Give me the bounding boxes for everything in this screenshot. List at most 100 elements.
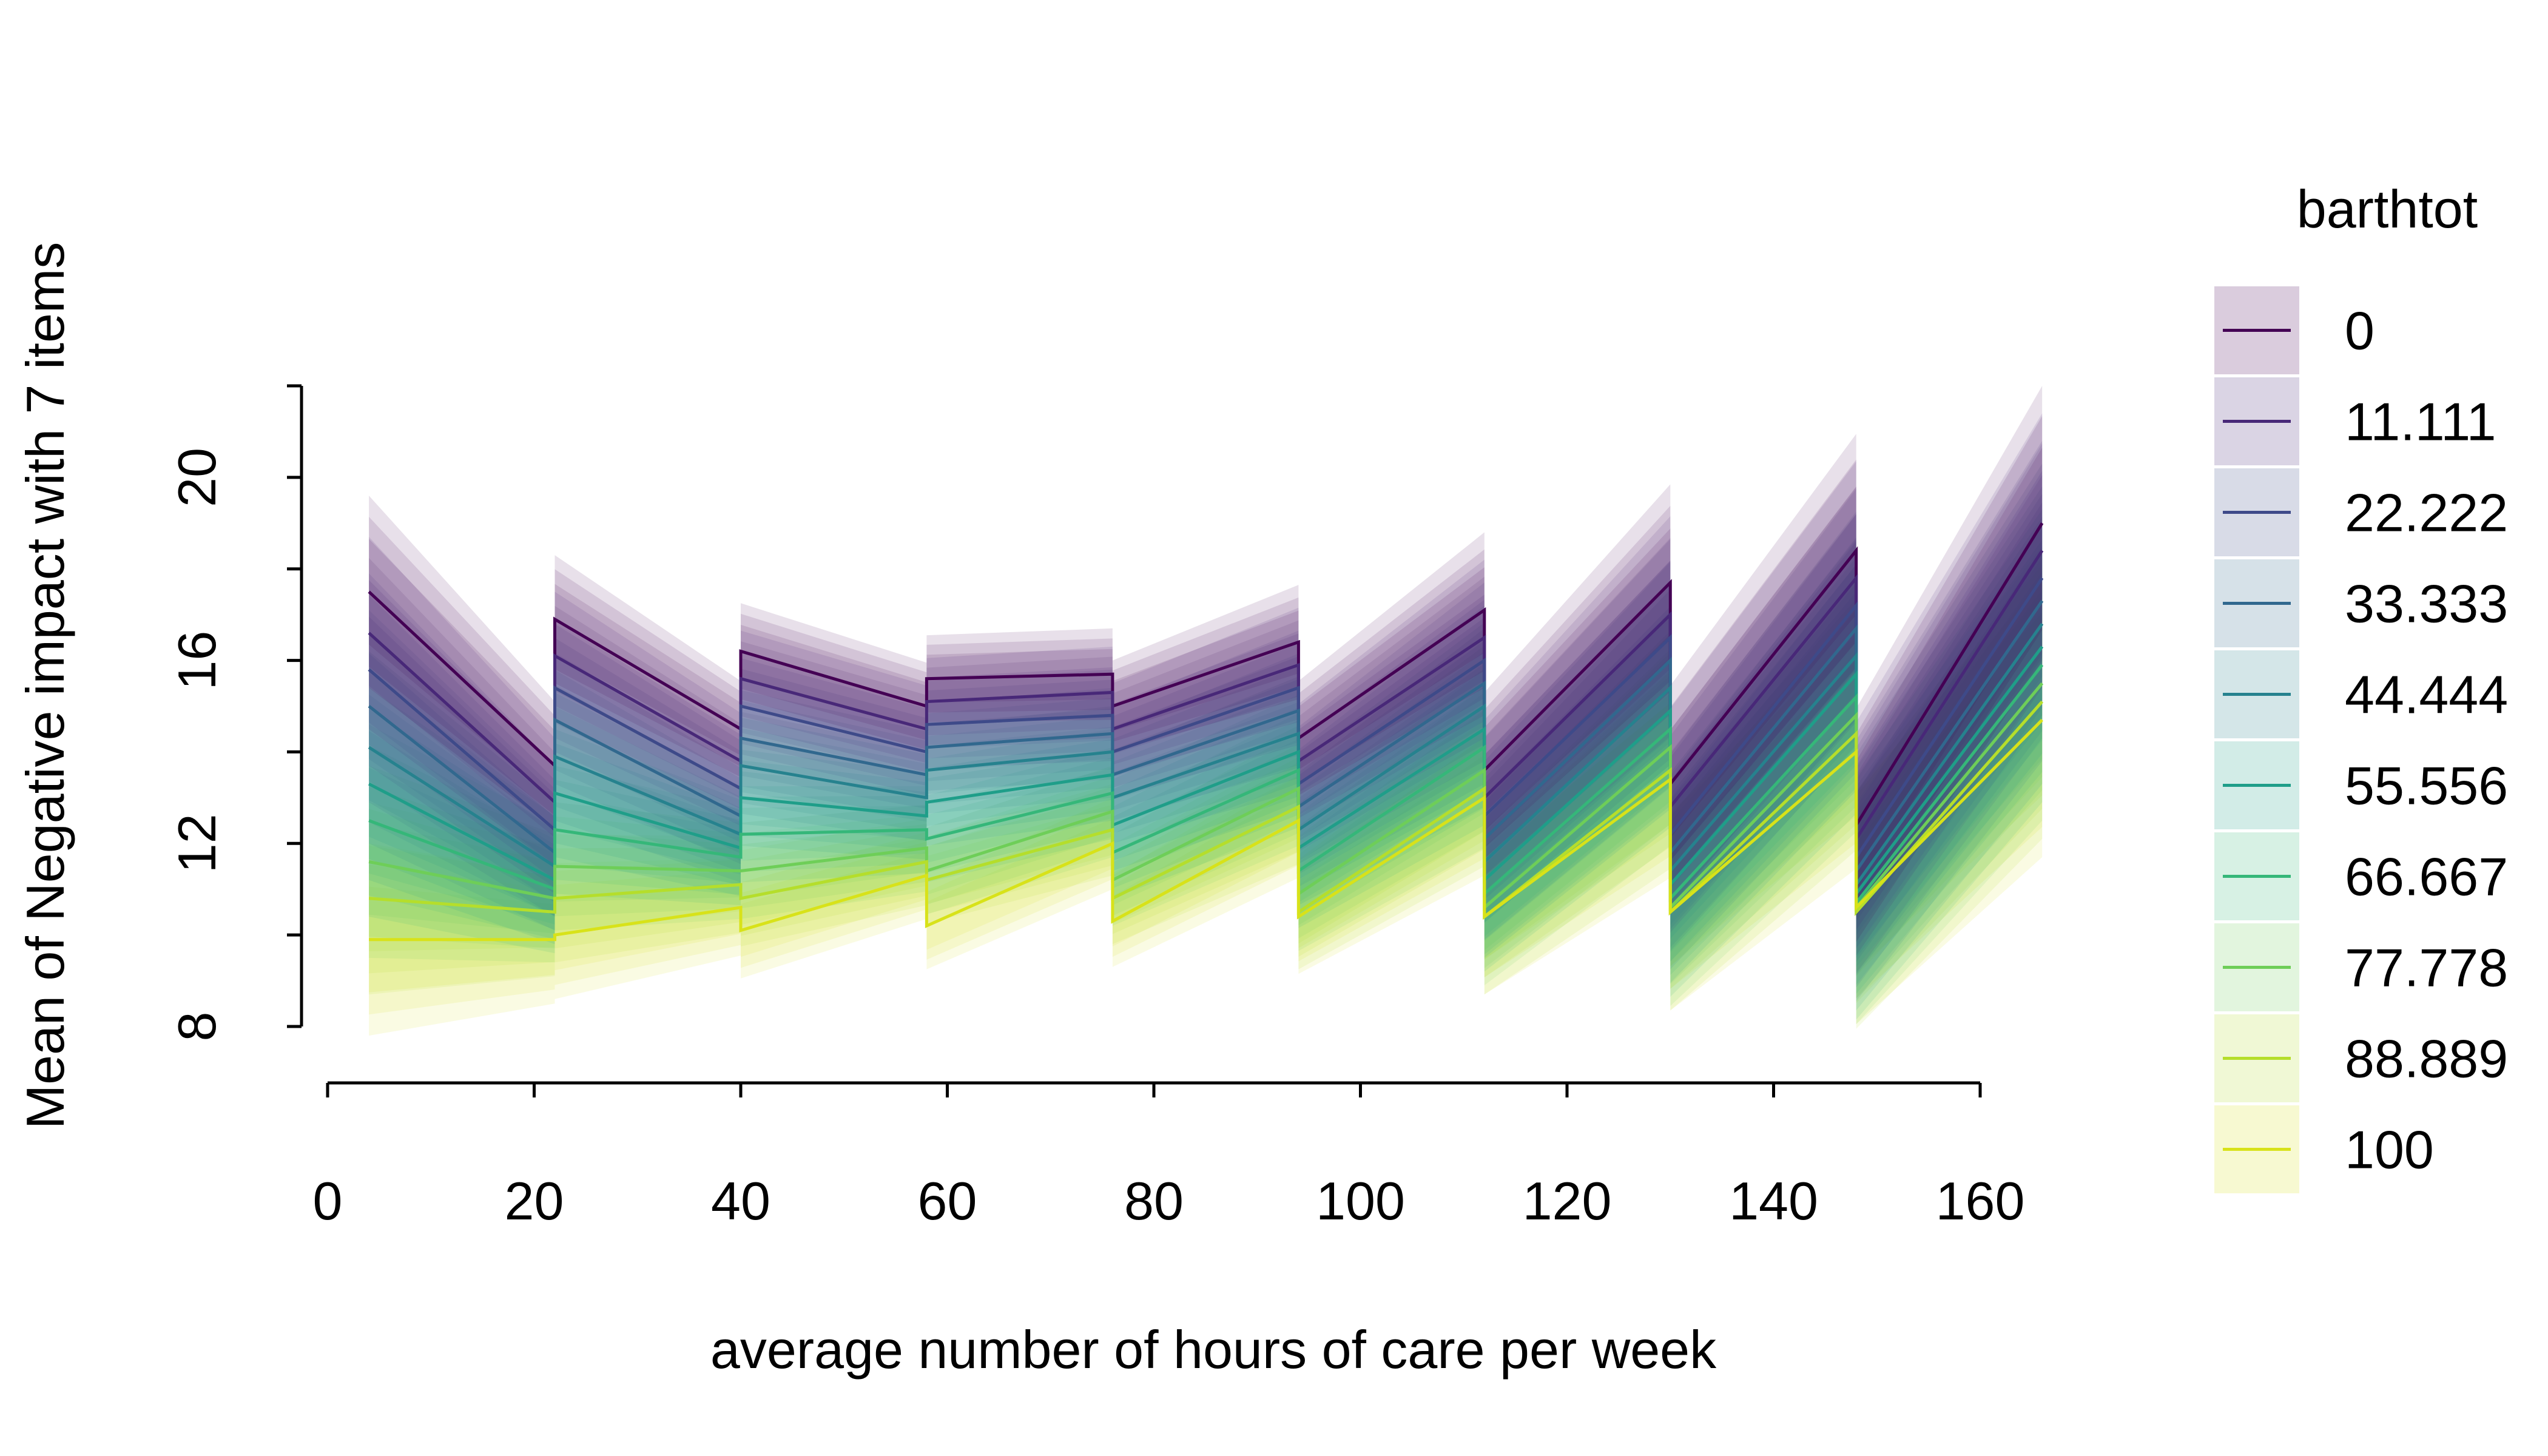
x-tick-label-140: 140: [1729, 1171, 1818, 1231]
band-55.556-seg-4-layer-1: [1112, 707, 1299, 861]
legend-item-33.333: 33.333: [2214, 559, 2508, 647]
band-11.111-seg-8-layer-2: [1856, 475, 2043, 903]
band-44.444-seg-7-layer-0: [1670, 539, 1856, 969]
legend-item-22.222: 22.222: [2214, 468, 2508, 556]
band-0-seg-0-layer-0: [369, 496, 555, 830]
series-line-33.333: [368, 600, 2044, 876]
band-33.333-seg-5-layer-1: [1298, 622, 1485, 852]
band-11.111-seg-1-layer-2: [554, 620, 741, 788]
x-tick-label-0: 0: [313, 1171, 343, 1231]
band-44.444-seg-2-layer-1: [741, 728, 927, 832]
band-11.111-seg-1-layer-1: [554, 605, 741, 799]
band-66.667-seg-1-layer-1: [554, 780, 741, 895]
band-66.667-seg-6-layer-2: [1484, 675, 1671, 937]
band-77.778-seg-4-layer-2: [1112, 757, 1299, 906]
x-axis-ticks: 0 20 40 60 80 100 120 140 160: [313, 1083, 2024, 1231]
band-44.444-seg-1-layer-2: [554, 721, 741, 861]
y-tick-label-20: 20: [167, 448, 227, 507]
series-line-88.889: [368, 700, 2044, 920]
band-88.889-seg-5-layer-1: [1298, 727, 1485, 957]
band-0-seg-2-layer-0: [741, 603, 927, 750]
band-group-77.778: [369, 546, 2043, 1025]
band-0-seg-4-layer-1: [1112, 597, 1299, 742]
band-66.667-seg-7-layer-1: [1670, 605, 1856, 976]
band-33.333-seg-0-layer-1: [369, 631, 555, 903]
band-0-seg-4-layer-0: [1112, 585, 1299, 752]
band-33.333-seg-1-layer-2: [554, 684, 741, 843]
series-line-11.111: [368, 550, 2044, 844]
legend-item-0: 0: [2214, 286, 2374, 374]
x-axis-label: average number of hours of care per week: [710, 1320, 1717, 1380]
band-77.778-seg-7-layer-1: [1670, 624, 1856, 985]
band-33.333-seg-8-layer-0: [1856, 463, 2043, 988]
band-44.444-seg-6-layer-1: [1484, 611, 1671, 923]
band-11.111-seg-6-layer-0: [1484, 516, 1671, 876]
y-tick-label-16: 16: [167, 631, 227, 690]
band-11.111-seg-4-layer-2: [1112, 633, 1299, 755]
band-77.778-seg-8-layer-1: [1856, 576, 2043, 999]
band-22.222-seg-4-layer-0: [1112, 630, 1299, 798]
band-88.889-seg-5-layer-2: [1298, 746, 1485, 944]
band-0-seg-6-layer-0: [1484, 484, 1671, 848]
band-66.667-seg-0-layer-0: [369, 724, 555, 954]
legend-title: barthtot: [2297, 179, 2478, 239]
series-line-44.444: [368, 622, 2044, 890]
band-11.111-seg-2-layer-1: [741, 641, 927, 763]
band-33.333-seg-7-layer-0: [1670, 511, 1856, 951]
band-22.222-seg-4-layer-2: [1112, 656, 1299, 777]
band-55.556-seg-4-layer-0: [1112, 695, 1299, 871]
band-11.111-seg-4-layer-1: [1112, 620, 1299, 765]
legend-label-66.667: 66.667: [2345, 847, 2508, 907]
band-11.111-seg-7-layer-1: [1670, 487, 1856, 884]
legend-label-33.333: 33.333: [2345, 574, 2508, 634]
band-0-seg-0-layer-1: [369, 516, 555, 816]
band-66.667-seg-0-layer-1: [369, 746, 555, 940]
band-0-seg-2-layer-1: [741, 613, 927, 740]
band-77.778-seg-7-layer-0: [1670, 598, 1856, 1006]
band-100-seg-1-layer-1: [554, 870, 741, 985]
band-33.333-seg-0-layer-2: [369, 653, 555, 888]
band-11.111-seg-0-layer-0: [369, 536, 555, 866]
band-11.111-seg-0-layer-1: [369, 558, 555, 852]
band-33.333-seg-7-layer-2: [1670, 564, 1856, 907]
band-77.778-seg-1-layer-1: [554, 816, 741, 917]
band-55.556-seg-1-layer-2: [554, 758, 741, 875]
band-55.556-seg-6-layer-2: [1484, 656, 1671, 923]
band-55.556-seg-8-layer-1: [1856, 539, 2043, 985]
band-100-seg-8-layer-0: [1856, 582, 2043, 1025]
band-66.667-seg-4-layer-0: [1112, 713, 1299, 898]
series-line-22.222: [368, 577, 2044, 863]
band-100-seg-4-layer-1: [1112, 776, 1299, 957]
band-77.778-seg-1-layer-2: [554, 831, 741, 902]
band-22.222-seg-2-layer-1: [741, 669, 927, 786]
series-line-66.667: [368, 664, 2044, 908]
band-0-seg-5-layer-1: [1298, 549, 1485, 783]
band-22.222-seg-6-layer-2: [1484, 583, 1671, 859]
band-22.222-seg-8-layer-0: [1856, 440, 2043, 974]
band-88.889-seg-8-layer-2: [1856, 626, 2043, 977]
band-group-55.556: [369, 509, 2043, 1011]
band-44.444-seg-4-layer-0: [1112, 676, 1299, 844]
band-11.111-seg-5-layer-2: [1298, 595, 1485, 793]
band-55.556-seg-6-layer-1: [1484, 634, 1671, 941]
band-22.222-seg-1-layer-1: [554, 638, 741, 826]
band-0-seg-8-layer-2: [1856, 447, 2043, 889]
legend-item-66.667: 66.667: [2214, 832, 2508, 920]
legend-items: 0 11.111 22.222 33.333 44.444 55.556 66.667 77.…: [2214, 286, 2508, 1193]
band-77.778-seg-4-layer-0: [1112, 731, 1299, 926]
legend: barthtot 0 11.111 22.222 33.333 44.444 55.556…: [2214, 179, 2508, 1193]
band-33.333-seg-1-layer-1: [554, 670, 741, 854]
band-44.444-seg-0-layer-2: [369, 694, 555, 902]
band-88.889-seg-1-layer-1: [554, 847, 741, 949]
band-11.111-seg-7-layer-2: [1670, 514, 1856, 861]
legend-item-55.556: 55.556: [2214, 741, 2508, 829]
legend-label-77.778: 77.778: [2345, 938, 2508, 998]
band-55.556-seg-2-layer-1: [741, 760, 927, 850]
band-77.778-seg-4-layer-1: [1112, 744, 1299, 916]
band-33.333-seg-0-layer-0: [369, 610, 555, 917]
band-0-seg-6-layer-1: [1484, 505, 1671, 831]
y-axis-label: Mean of Negative impact with 7 items: [15, 242, 75, 1129]
band-55.556-seg-8-layer-0: [1856, 509, 2043, 1011]
band-88.889-seg-2-layer-0: [741, 818, 927, 946]
